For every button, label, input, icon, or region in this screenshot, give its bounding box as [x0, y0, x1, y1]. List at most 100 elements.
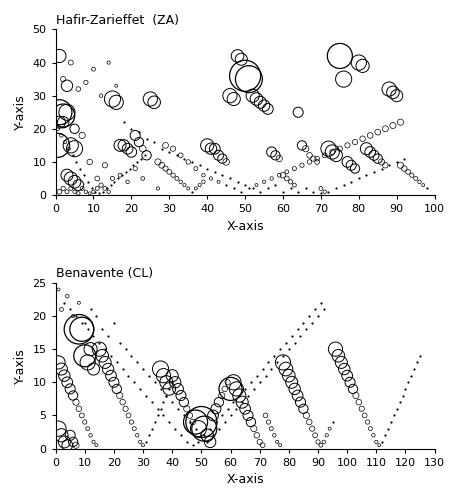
- Point: [168, 378, 176, 386]
- Point: [84, 358, 91, 366]
- Point: [295, 188, 302, 196]
- Point: [112, 98, 120, 106]
- Point: [203, 164, 211, 172]
- Point: [239, 398, 246, 406]
- Point: [119, 398, 126, 406]
- Point: [259, 441, 266, 449]
- Point: [174, 385, 182, 393]
- Point: [347, 178, 355, 186]
- Point: [364, 418, 371, 426]
- Point: [151, 378, 158, 386]
- Point: [157, 365, 164, 373]
- Point: [414, 358, 421, 366]
- Point: [239, 398, 246, 406]
- Point: [117, 171, 124, 179]
- Point: [113, 358, 121, 366]
- Point: [95, 345, 103, 353]
- Point: [245, 75, 252, 83]
- Point: [291, 181, 298, 189]
- Point: [300, 405, 307, 413]
- Point: [234, 52, 241, 60]
- Point: [188, 188, 196, 196]
- Point: [384, 424, 392, 432]
- Point: [160, 412, 167, 420]
- Point: [82, 78, 90, 86]
- Point: [88, 184, 95, 192]
- Point: [75, 326, 83, 334]
- Point: [227, 385, 234, 393]
- Point: [181, 181, 188, 189]
- Point: [61, 372, 68, 380]
- Point: [408, 372, 415, 380]
- Point: [389, 122, 397, 130]
- Point: [93, 312, 100, 320]
- Point: [151, 98, 158, 106]
- Point: [109, 95, 116, 103]
- Point: [180, 412, 188, 420]
- Point: [154, 158, 162, 166]
- Point: [116, 392, 123, 400]
- Point: [410, 365, 418, 373]
- Point: [253, 181, 260, 189]
- Point: [147, 95, 154, 103]
- Point: [97, 181, 105, 189]
- Point: [99, 326, 106, 334]
- Point: [189, 441, 196, 449]
- Point: [241, 385, 249, 393]
- Point: [86, 158, 93, 166]
- Point: [71, 144, 78, 152]
- Point: [81, 318, 89, 326]
- Point: [78, 326, 85, 334]
- Point: [408, 171, 415, 179]
- Point: [107, 352, 115, 360]
- Point: [93, 441, 100, 449]
- Point: [65, 144, 73, 152]
- Point: [340, 75, 347, 83]
- Point: [166, 168, 173, 176]
- Point: [280, 358, 287, 366]
- Point: [125, 372, 132, 380]
- Point: [341, 365, 348, 373]
- Point: [302, 184, 309, 192]
- Point: [336, 52, 343, 60]
- Point: [177, 152, 185, 160]
- Point: [105, 188, 112, 196]
- Point: [162, 142, 169, 150]
- Point: [308, 424, 316, 432]
- Point: [218, 412, 225, 420]
- Point: [241, 72, 249, 80]
- Point: [374, 128, 381, 136]
- Point: [160, 398, 167, 406]
- Point: [314, 312, 322, 320]
- Point: [355, 398, 363, 406]
- Point: [355, 58, 363, 66]
- Point: [250, 424, 257, 432]
- Point: [132, 132, 139, 140]
- Point: [105, 58, 112, 66]
- Point: [233, 405, 240, 413]
- Point: [260, 178, 268, 186]
- Point: [234, 178, 241, 186]
- Point: [343, 372, 351, 380]
- Point: [420, 181, 427, 189]
- Point: [192, 418, 199, 426]
- Point: [209, 412, 217, 420]
- Point: [274, 438, 281, 446]
- Point: [129, 161, 137, 169]
- Point: [87, 306, 94, 314]
- Point: [58, 306, 65, 314]
- Point: [78, 318, 85, 326]
- Point: [80, 171, 88, 179]
- Point: [113, 385, 121, 393]
- Point: [223, 181, 230, 189]
- Y-axis label: Y-axis: Y-axis: [14, 348, 27, 384]
- Point: [288, 332, 296, 340]
- Point: [183, 405, 190, 413]
- Point: [157, 385, 164, 393]
- Point: [396, 398, 403, 406]
- Point: [351, 138, 358, 146]
- Point: [71, 178, 78, 186]
- Point: [136, 438, 144, 446]
- Point: [154, 412, 161, 420]
- Point: [64, 441, 71, 449]
